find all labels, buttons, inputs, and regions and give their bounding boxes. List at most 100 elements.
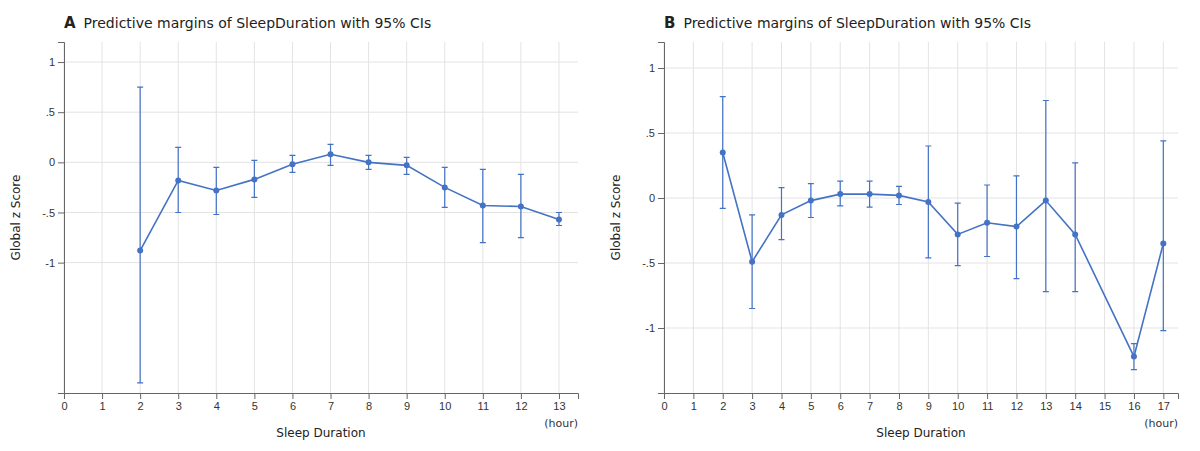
x-tick-mark [899,393,900,399]
grid-line-y [64,212,578,213]
title: Predictive margins of SleepDuration with… [683,15,1031,31]
grid-line-x [292,42,293,393]
grid [664,42,1178,393]
error-bar [251,160,257,197]
x-tick-label: 2 [720,400,726,412]
error-bar [556,212,562,225]
y-tick-mark [658,328,664,329]
grid-line-x [254,42,255,393]
x-tick-label: 11 [478,400,489,412]
error-bar [720,97,726,209]
x-tick-mark [781,393,782,399]
x-tick-mark [928,393,929,399]
markers [720,150,1167,360]
x-tick-mark [102,393,103,399]
y-tick-label: 1 [49,56,55,68]
point [749,259,755,265]
x-tick-label: 3 [750,400,756,412]
x-tick-label: 16 [1128,400,1140,412]
grid-line-x [216,42,217,393]
y-tick-mark [658,263,664,264]
point [1072,231,1078,237]
point [867,191,873,197]
x-tick-mark [292,393,293,399]
annotation: (hour) [544,417,578,430]
grid-line-x [102,42,103,393]
x-tick-mark [1016,393,1017,399]
error-bar [289,155,295,172]
point [251,176,257,182]
panel: 01234567891011121314151617-1-.50.51BPred… [609,14,1179,440]
x-axis: 012345678910111213 [61,393,578,412]
grid-line-y [664,68,1178,69]
x-tick-mark [693,393,694,399]
x-tick-mark [559,393,560,399]
grid-line-x [1133,42,1134,393]
grid-line-y [664,263,1178,264]
x-tick: 15 [1099,393,1111,412]
point [366,159,372,165]
x-tick-mark [407,393,408,399]
x-tick-label: 6 [290,400,296,412]
x-tick-label: 10 [952,400,964,412]
error-bars [720,97,1167,370]
x-tick: 5 [808,393,814,412]
y-axis-line [658,43,665,394]
x-tick: 6 [290,393,296,412]
x-tick-label: 4 [214,400,220,412]
y-axis-title: Global z Score [9,175,23,261]
x-tick-label: 8 [366,400,372,412]
x-tick-mark [987,393,988,399]
x-tick-label: 7 [328,400,334,412]
y-tick-mark [58,263,64,264]
figure: 012345678910111213-1-.50.51APredictive m… [0,0,1200,451]
y-tick-label: -.5 [642,257,655,269]
x-tick-mark [331,393,332,399]
x-tick: 9 [926,393,932,412]
y-tick: .5 [46,106,64,118]
x-tick-label: 3 [176,400,182,412]
x-tick-label: 0 [661,400,667,412]
error-bar [137,87,143,383]
x-tick: 6 [838,393,844,412]
y-tick-label: -1 [45,257,55,269]
error-bars [137,87,562,383]
x-tick: 12 [1011,393,1023,412]
x-tick-mark [811,393,812,399]
point [328,151,334,157]
point [480,202,486,208]
x-tick-label: 10 [439,400,451,412]
point [1131,354,1137,360]
grid-line-x [898,42,899,393]
y-axis-title: Global z Score [609,175,623,261]
error-bar [1072,163,1078,292]
grid-line-y [664,328,1178,329]
x-tick: 0 [61,393,67,412]
x-tick-mark [216,393,217,399]
y-axis: -1-.50.51 [42,43,64,394]
x-tick-mark [369,393,370,399]
x-tick-label: 13 [553,400,565,412]
grid-line-y [64,262,578,263]
x-tick-mark [140,393,141,399]
error-bar [896,186,902,204]
x-tick: 16 [1128,393,1140,412]
x-tick-mark [958,393,959,399]
error-bar [1013,176,1019,279]
y-tick: -1 [645,322,664,334]
y-tick: 0 [649,192,664,204]
x-tick: 11 [478,393,489,412]
grid-line-y [64,162,578,163]
y-tick-label: 0 [49,156,55,168]
line [140,154,559,250]
point [137,248,143,254]
x-tick-mark [483,393,484,399]
point [289,161,295,167]
x-tick: 11 [982,393,993,412]
error-bar [518,174,524,237]
x-tick-label: 12 [1011,400,1023,412]
y-tick-label: 0 [649,192,655,204]
x-tick: 1 [100,393,106,412]
point [1013,224,1019,230]
grid-line-x [840,42,841,393]
